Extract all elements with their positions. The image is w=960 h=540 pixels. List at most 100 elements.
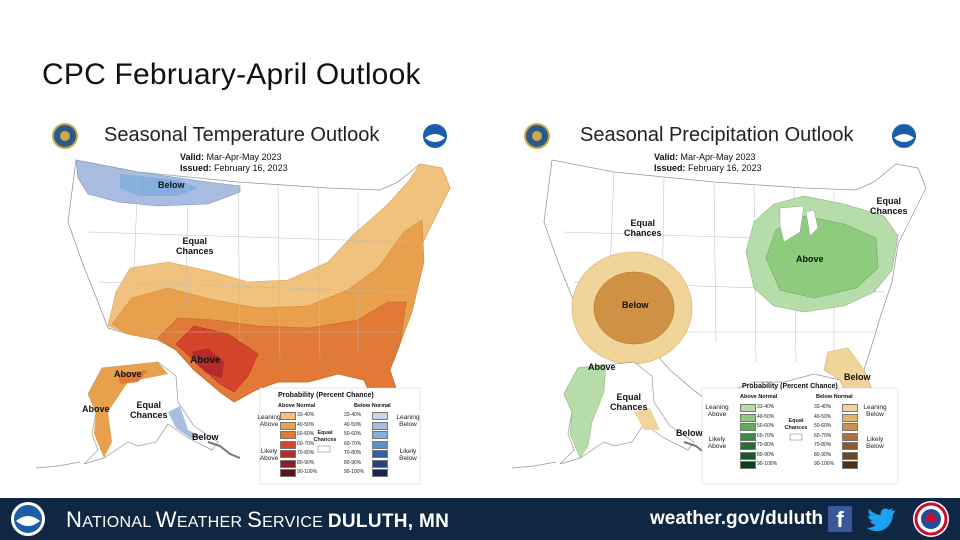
precip-legend-above-header: Above Normal: [740, 394, 778, 400]
valid-value: Mar-Apr-May 2023: [680, 152, 756, 162]
legend-below-swatch: [842, 442, 858, 450]
temp-legend-above-header: Above Normal: [278, 403, 316, 409]
website-link[interactable]: weather.gov/duluth: [650, 508, 824, 529]
nws-footer-bar: NATIONAL WEATHER SERVICE DULUTH, MN weat…: [0, 498, 960, 540]
legend-below-range: 80-90%: [344, 459, 362, 466]
legend-below-range: 60-70%: [344, 440, 362, 447]
legend-above-swatch: [740, 404, 756, 412]
label-below-north: Below: [158, 180, 185, 190]
legend-above-range: 33-40%: [297, 412, 315, 418]
precip-map-title: Seasonal Precipitation Outlook: [580, 124, 854, 146]
alaska-above: [88, 362, 168, 458]
legend-above-swatch: [740, 451, 756, 460]
valid-value: Mar-Apr-May 2023: [206, 152, 282, 162]
legend-below-swatch: [372, 440, 388, 449]
temp-equal-chances-legend: Equal Chances: [313, 430, 337, 443]
issued-value: February 16, 2023: [688, 163, 762, 173]
label-below-fl: Below: [844, 372, 871, 382]
legend-above-range: 50-60%: [297, 431, 315, 437]
aleutians: [35, 461, 81, 469]
temperature-valid-block: Valid: Mar-Apr-May 2023 Issued: February…: [180, 152, 288, 174]
legend-below-range: 33-40%: [814, 404, 832, 410]
legend-above-swatch: [740, 423, 756, 431]
legend-above-range: 90-100%: [757, 461, 778, 467]
precip-legend-below-header: Below Normal: [816, 394, 853, 400]
state-lines: [87, 171, 409, 363]
aleutians: [511, 461, 557, 469]
great-lakes: [779, 205, 819, 243]
label-ak-above-left: Above: [82, 404, 110, 414]
below-region-north-inner: [120, 174, 198, 196]
legend-above-swatch: [280, 431, 296, 439]
legend-below-range: 50-60%: [344, 431, 362, 437]
twitter-icon[interactable]: [866, 507, 896, 531]
label-ak-equal: Equal Chances: [130, 400, 168, 420]
precip-leaning-below: Leaning Below: [863, 404, 887, 418]
label-above-east: Above: [796, 254, 824, 264]
temp-legend-below-header: Below Normal: [354, 403, 391, 409]
temp-likely-above: Likely Above: [259, 448, 279, 462]
precip-likely-below: Likely Below: [866, 436, 884, 450]
precip-valid-block: Valid: Mar-Apr-May 2023 Issued: February…: [654, 152, 762, 174]
legend-below-range: 60-70%: [814, 432, 832, 439]
precip-leaning-above: Leaning Above: [705, 404, 729, 418]
legend-below-swatch: [372, 469, 388, 477]
temperature-map-graphic: [35, 123, 451, 485]
legend-below-swatch: [842, 404, 858, 412]
label-ak-above: Above: [588, 362, 616, 372]
legend-below-swatch: [842, 461, 858, 469]
label-equal-chances-ne: Equal Chances: [870, 196, 908, 216]
precipitation-outlook-map: Seasonal Precipitation Outlook Valid: Ma…: [484, 112, 956, 492]
temperature-map-title: Seasonal Temperature Outlook: [104, 124, 380, 146]
label-ak-above-top: Above: [114, 369, 142, 379]
precip-map-graphic: [511, 123, 927, 485]
issued-label: Issued:: [654, 163, 686, 173]
label-ak-below: Below: [676, 428, 703, 438]
legend-below-swatch: [842, 432, 858, 441]
temp-legend-title: Probability (Percent Chance): [278, 392, 374, 399]
legend-below-range: 90-100%: [344, 469, 365, 475]
legend-above-range: 50-60%: [757, 423, 775, 429]
legend-above-swatch: [280, 459, 296, 468]
legend-above-range: 60-70%: [297, 440, 315, 447]
precip-legend-title: Probability (Percent Chance): [742, 383, 838, 390]
facebook-icon[interactable]: f: [828, 506, 852, 532]
alaska-below: [168, 406, 204, 438]
legend-above-range: 80-90%: [757, 451, 775, 458]
legend-below-swatch: [372, 421, 388, 430]
temp-leaning-above: Leaning Above: [257, 414, 281, 428]
legend-below-swatch: [842, 413, 858, 422]
legend-above-swatch: [740, 461, 756, 469]
legend-below-swatch: [372, 431, 388, 439]
alaska-below: [634, 408, 660, 430]
alaska-above-inner: [118, 370, 148, 384]
legend-equal-swatch: [317, 445, 331, 453]
legend-above-swatch: [740, 442, 756, 450]
legend-above-range: 40-50%: [297, 421, 315, 428]
temp-likely-below: Likely Below: [399, 448, 417, 462]
legend-above-swatch: [280, 421, 296, 430]
legend-below-swatch: [842, 451, 858, 460]
label-below-sw: Below: [622, 300, 649, 310]
legend-below-range: 90-100%: [814, 461, 835, 467]
noaa-footer-logo-icon: [11, 502, 45, 536]
legend-below-range: 80-90%: [814, 451, 832, 458]
valid-label: Valid:: [654, 152, 679, 162]
legend-above-swatch: [280, 412, 296, 420]
temperature-outlook-map: Seasonal Temperature Outlook Valid: Mar-…: [8, 112, 480, 492]
legend-below-range: 70-80%: [814, 442, 832, 448]
legend-above-range: 70-80%: [757, 442, 775, 448]
nws-office-name: NATIONAL WEATHER SERVICE DULUTH, MN: [66, 507, 450, 532]
legend-above-range: 33-40%: [757, 404, 775, 410]
legend-equal-swatch: [789, 433, 803, 441]
issued-value: February 16, 2023: [214, 163, 288, 173]
legend-below-range: 40-50%: [344, 421, 362, 428]
legend-above-range: 40-50%: [757, 413, 775, 420]
above-region-70: [192, 348, 224, 378]
legend-above-range: 70-80%: [297, 450, 315, 456]
slide-title: CPC February-April Outlook: [42, 58, 421, 91]
office-city: DULUTH, MN: [327, 511, 450, 532]
nws-seal-icon: [913, 501, 949, 537]
legend-below-swatch: [372, 450, 388, 458]
label-equal-chances: Equal Chances: [176, 236, 214, 256]
